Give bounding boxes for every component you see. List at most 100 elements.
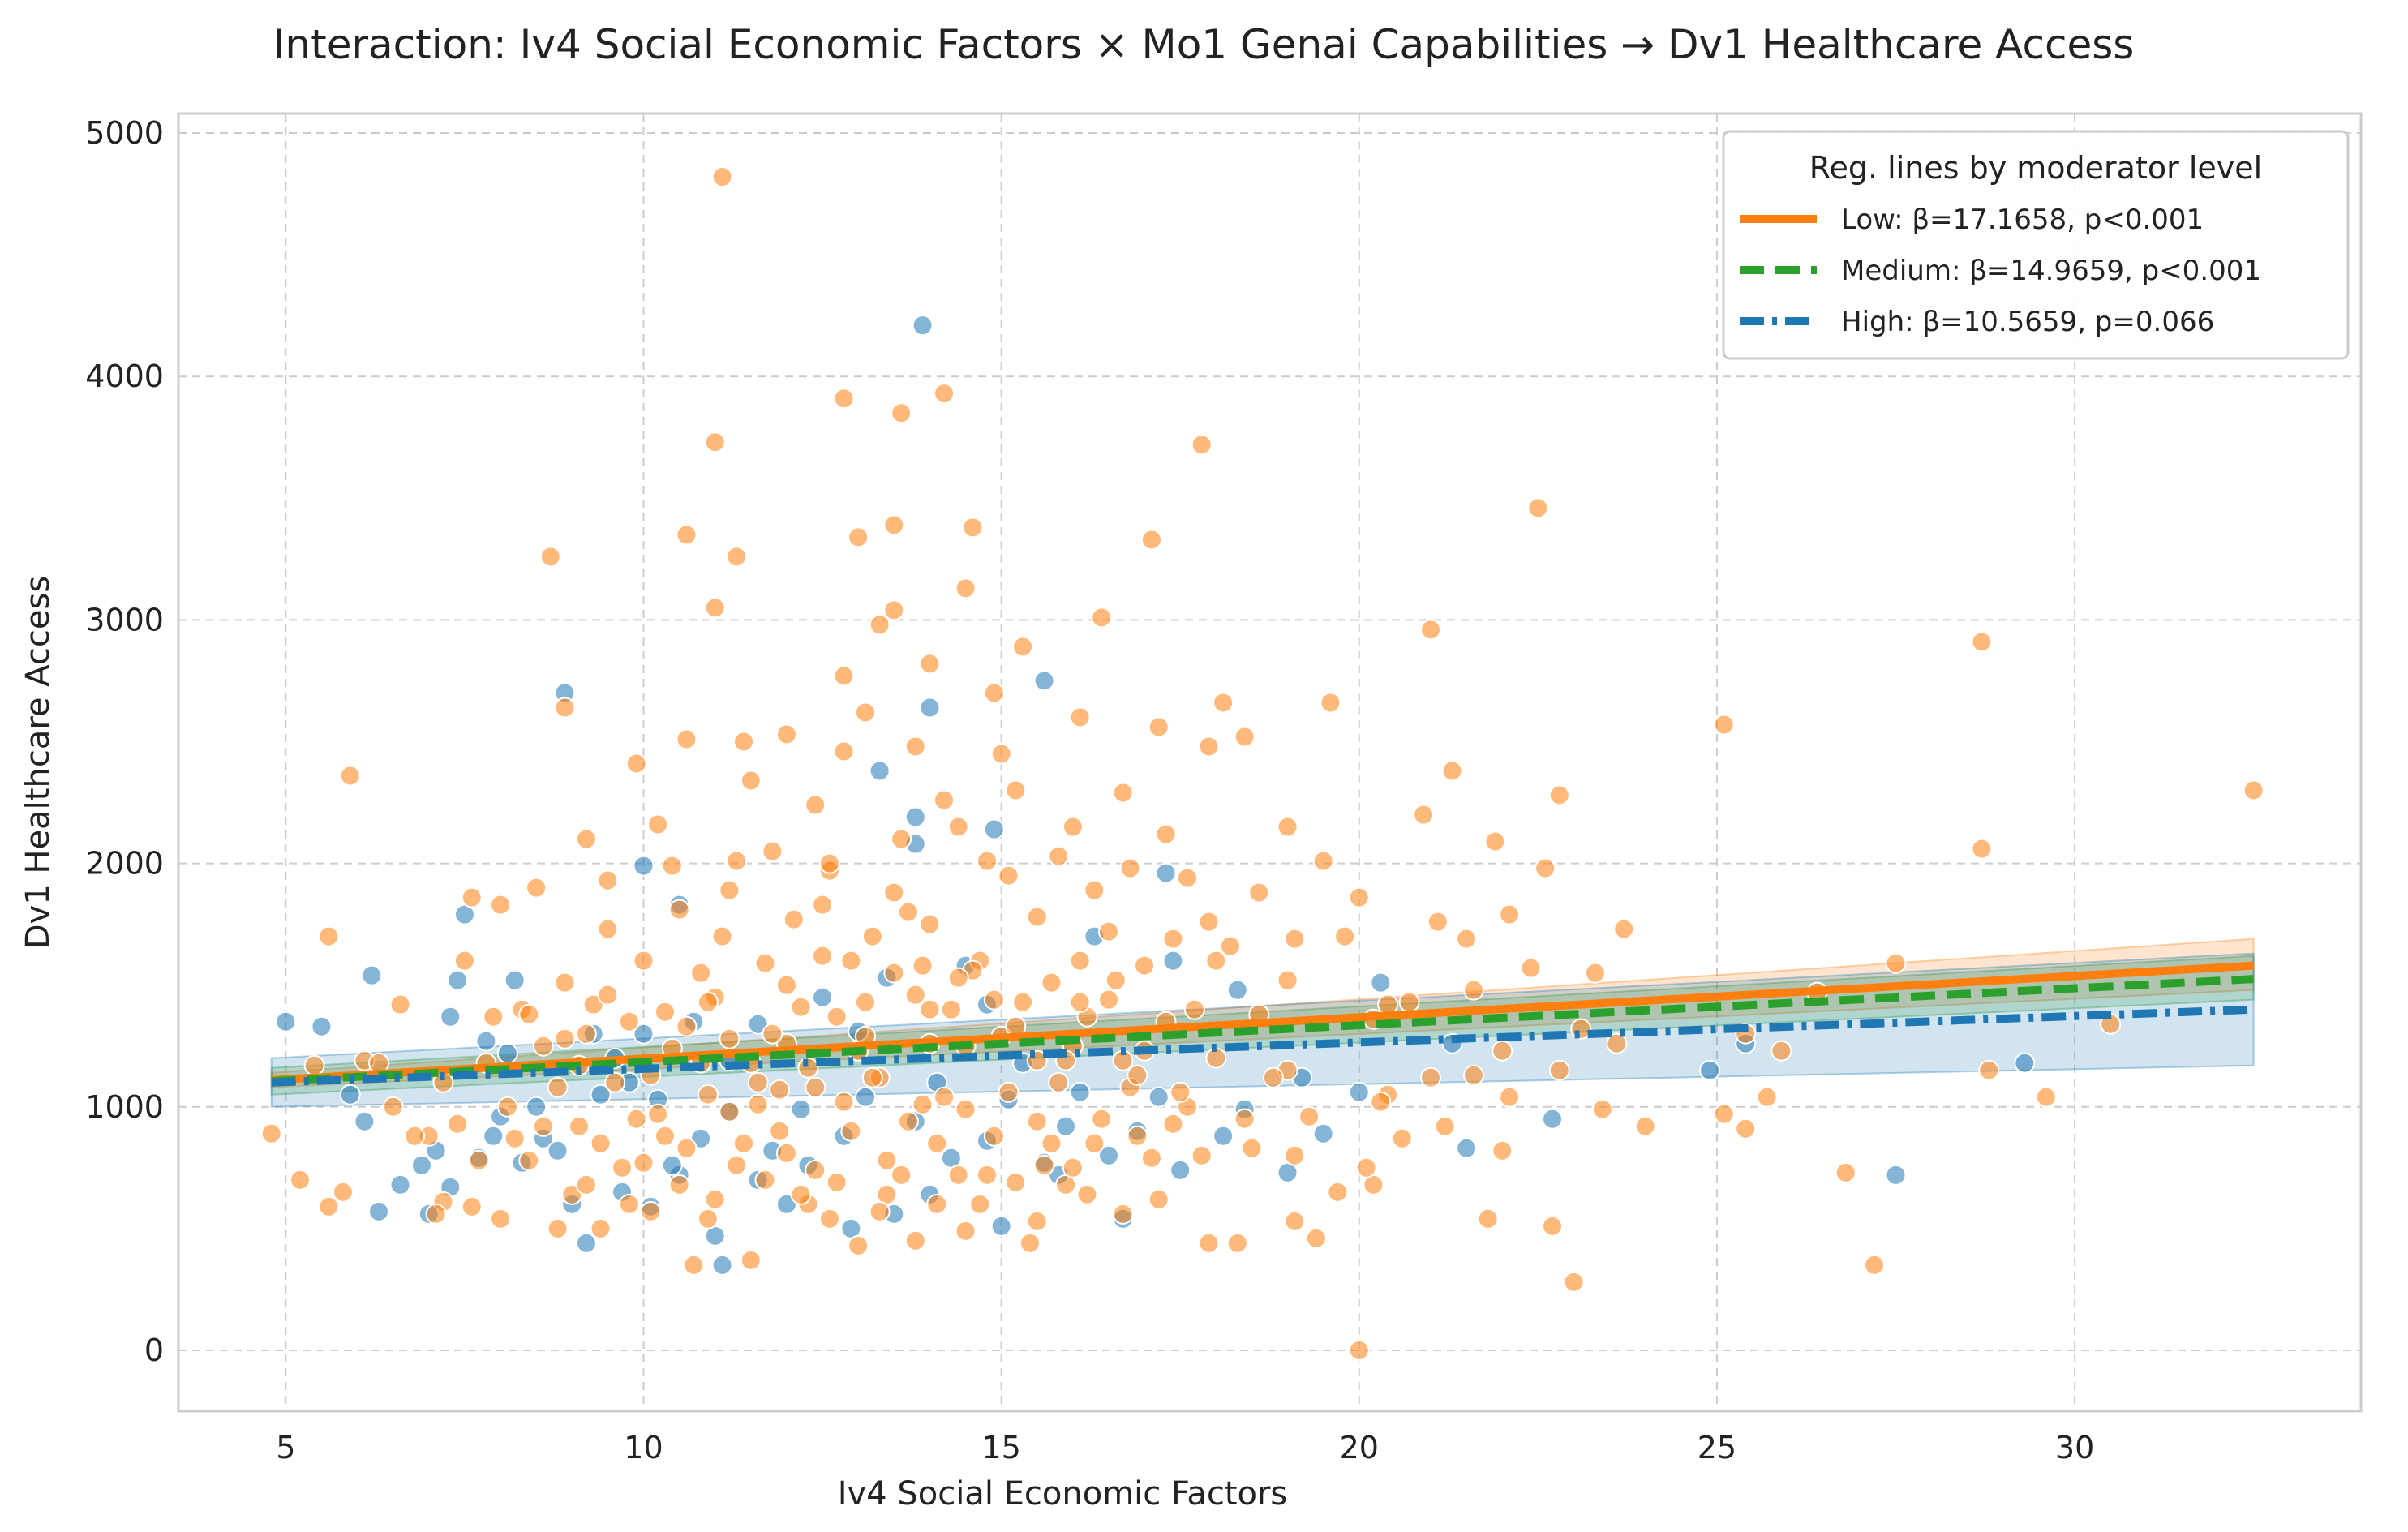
data-point-low	[969, 1193, 991, 1215]
data-point-low	[976, 1164, 998, 1186]
data-point-low	[1535, 857, 1556, 879]
x-tick-label: 5	[276, 1430, 295, 1465]
data-point-high	[1170, 1159, 1191, 1181]
data-point-low	[998, 1081, 1019, 1103]
data-point-low	[597, 984, 619, 1006]
data-point-low	[934, 789, 955, 811]
data-point-low	[1091, 1108, 1113, 1130]
data-point-low	[1613, 918, 1635, 940]
data-point-low	[1140, 1147, 1162, 1169]
data-point-low	[1234, 1108, 1256, 1130]
data-point-low	[805, 794, 826, 816]
data-point-low	[490, 894, 512, 916]
data-point-low	[818, 852, 840, 874]
data-point-low	[1391, 1127, 1413, 1149]
data-point-low	[855, 702, 877, 723]
data-point-low	[697, 1208, 719, 1229]
data-point-low	[1041, 1132, 1062, 1154]
data-point-low	[612, 1157, 633, 1178]
data-point-low	[1427, 911, 1449, 933]
data-point-low	[1019, 1232, 1041, 1254]
data-point-high	[311, 1015, 333, 1037]
legend-label-high: High: β=10.5659, p=0.066	[1841, 306, 2214, 338]
data-point-low	[904, 984, 926, 1006]
data-point-low	[468, 1149, 490, 1171]
data-point-low	[1033, 1154, 1055, 1176]
y-tick-label: 3000	[85, 602, 164, 637]
data-point-low	[1005, 779, 1027, 801]
regression-line-high	[271, 1005, 2254, 1087]
data-point-low	[461, 1195, 483, 1217]
data-point-low	[1069, 706, 1091, 728]
data-point-low	[496, 1096, 518, 1118]
data-point-low	[618, 1011, 640, 1032]
data-point-low	[1499, 903, 1521, 925]
data-point-low	[891, 828, 912, 850]
y-tick-label: 5000	[85, 115, 164, 151]
data-point-low	[1205, 950, 1227, 972]
data-point-low	[318, 1195, 340, 1217]
data-point-low	[668, 1174, 690, 1195]
data-point-low	[1177, 867, 1199, 889]
data-point-low	[1348, 1339, 1370, 1361]
data-point-low	[934, 383, 955, 405]
data-point-low	[1284, 928, 1306, 950]
data-point-low	[711, 166, 733, 188]
data-point-low	[547, 1217, 569, 1239]
data-point-low	[575, 828, 597, 850]
data-point-low	[1084, 879, 1105, 901]
data-point-high	[855, 1086, 877, 1108]
data-point-low	[747, 1071, 769, 1093]
data-point-low	[912, 955, 934, 976]
data-point-high	[1885, 1164, 1907, 1186]
data-point-high	[447, 969, 469, 991]
data-point-low	[861, 1066, 883, 1088]
data-point-low	[604, 1071, 626, 1093]
data-point-high	[440, 1006, 461, 1028]
data-point-low	[1355, 1157, 1377, 1178]
data-point-low	[912, 1093, 934, 1115]
regression-lines	[271, 961, 2254, 1087]
data-point-low	[1048, 845, 1070, 867]
data-point-high	[661, 1154, 683, 1176]
data-point-low	[1735, 1118, 1757, 1139]
data-point-high	[1456, 1137, 1478, 1159]
data-point-low	[597, 918, 619, 940]
data-point-low	[1155, 823, 1177, 845]
data-point-low	[676, 524, 698, 546]
data-point-low	[1305, 1227, 1327, 1249]
data-point-low	[518, 1003, 540, 1025]
data-point-low	[1348, 886, 1370, 908]
data-point-low	[1835, 1161, 1856, 1183]
data-point-low	[883, 962, 905, 984]
legend-box	[1722, 130, 2350, 360]
data-point-low	[1076, 1183, 1098, 1205]
data-point-low	[303, 1054, 325, 1076]
data-point-low	[926, 1132, 948, 1154]
data-point-low	[647, 813, 669, 835]
data-point-high	[475, 1030, 497, 1052]
data-point-low	[1398, 991, 1420, 1013]
data-point-low	[1713, 1103, 1735, 1125]
data-point-high	[747, 1013, 769, 1035]
data-point-low	[891, 402, 912, 424]
data-point-low	[848, 526, 869, 548]
data-point-high	[339, 1084, 361, 1105]
data-point-high	[1348, 1081, 1370, 1103]
data-point-high	[790, 1098, 812, 1120]
data-point-high	[1542, 1108, 1564, 1130]
data-point-low	[676, 728, 698, 750]
data-point-high	[904, 806, 926, 828]
y-tick-label: 4000	[85, 358, 164, 394]
data-point-low	[947, 816, 969, 838]
data-point-low	[1462, 1064, 1484, 1086]
data-point-high	[2014, 1052, 2036, 1074]
data-point-low	[826, 1171, 848, 1193]
data-point-low	[547, 1076, 569, 1098]
data-point-low	[904, 1229, 926, 1251]
data-point-high	[633, 855, 655, 877]
data-point-low	[625, 1108, 647, 1130]
data-point-low	[633, 950, 655, 972]
data-point-low	[1048, 1071, 1070, 1093]
x-axis-label: Iv4 Social Economic Factors	[838, 1475, 1288, 1513]
